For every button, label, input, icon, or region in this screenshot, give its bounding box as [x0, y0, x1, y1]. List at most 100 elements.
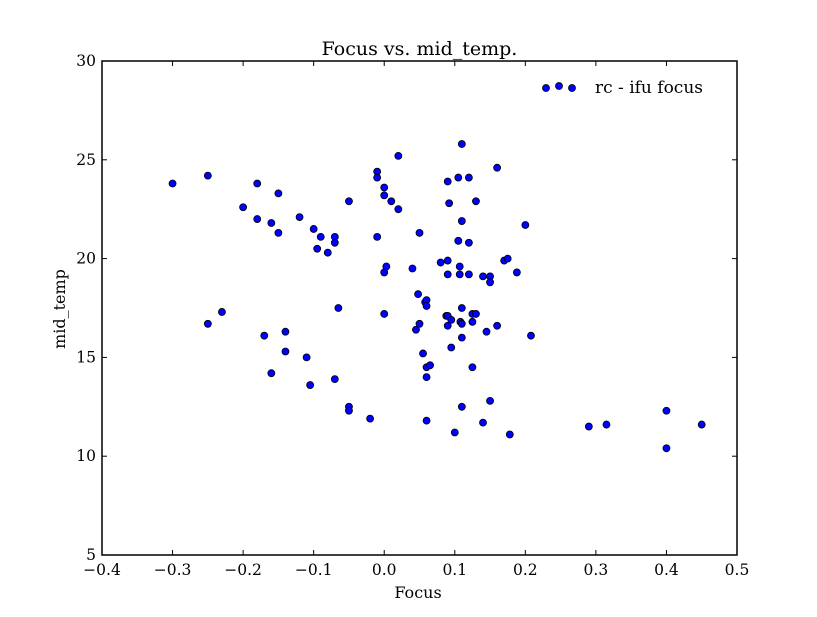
- x-tick-label: 0.2: [513, 561, 538, 579]
- legend-marker-2: [555, 82, 563, 90]
- data-point: [662, 444, 671, 453]
- data-point: [445, 199, 454, 208]
- data-point: [468, 363, 477, 372]
- data-point: [486, 396, 494, 405]
- data-point: [412, 325, 420, 334]
- x-tick-label: 0.0: [372, 561, 397, 579]
- data-point: [662, 406, 671, 415]
- x-tick-label: −0.1: [295, 561, 333, 579]
- data-point: [443, 270, 452, 279]
- x-tick-label: 0.5: [725, 561, 750, 579]
- data-point: [302, 353, 311, 362]
- data-point: [267, 219, 276, 227]
- data-point: [455, 262, 464, 271]
- data-point: [414, 290, 422, 299]
- data-point: [422, 373, 431, 382]
- legend-marker-3: [568, 84, 576, 92]
- data-point: [415, 229, 424, 237]
- data-point: [584, 422, 593, 431]
- data-point: [454, 236, 463, 245]
- x-tick-label: 0.1: [442, 561, 467, 579]
- x-tick-label: −0.4: [83, 561, 121, 579]
- data-point: [472, 310, 480, 318]
- data-point: [505, 430, 514, 439]
- data-point: [330, 238, 339, 247]
- data-point: [373, 173, 382, 182]
- data-point: [260, 331, 269, 340]
- data-point: [503, 254, 512, 263]
- data-point: [203, 171, 212, 180]
- data-point: [457, 217, 466, 225]
- data-point: [394, 205, 403, 214]
- data-point: [239, 203, 248, 212]
- data-point: [394, 151, 403, 160]
- data-point: [457, 319, 466, 328]
- data-point: [309, 225, 318, 233]
- data-point: [527, 331, 535, 340]
- y-tick-label: 10: [76, 447, 96, 465]
- data-points: [168, 140, 706, 453]
- data-point: [323, 248, 332, 257]
- data-point: [457, 140, 466, 148]
- data-point: [521, 221, 530, 229]
- data-point: [316, 232, 325, 241]
- data-point: [168, 179, 177, 188]
- legend-label: rc - ifu focus: [595, 78, 703, 98]
- data-point: [334, 304, 343, 312]
- y-tick-label: 25: [76, 151, 96, 169]
- data-point: [366, 414, 375, 423]
- data-point: [419, 349, 427, 358]
- data-point: [415, 319, 424, 328]
- y-tick-label: 20: [76, 250, 96, 268]
- data-point: [486, 278, 494, 287]
- data-point: [426, 361, 434, 370]
- data-point: [493, 163, 502, 172]
- y-tick-label: 15: [76, 348, 96, 366]
- x-tick-label: −0.2: [224, 561, 262, 579]
- data-point: [380, 183, 389, 192]
- data-point: [422, 416, 431, 425]
- y-tick-label: 30: [76, 52, 96, 70]
- data-point: [218, 308, 226, 316]
- data-point: [306, 381, 315, 389]
- data-point: [330, 375, 339, 384]
- data-point: [457, 333, 466, 342]
- x-tick-label: −0.3: [154, 561, 192, 579]
- data-point: [295, 213, 304, 222]
- data-point: [447, 315, 456, 324]
- data-point: [253, 215, 262, 223]
- data-point: [313, 244, 322, 253]
- data-point: [457, 304, 466, 312]
- data-point: [443, 256, 452, 265]
- data-point: [454, 173, 463, 182]
- data-point: [373, 232, 382, 241]
- data-point: [602, 420, 611, 429]
- data-point: [455, 270, 464, 279]
- data-point: [382, 262, 391, 271]
- data-point: [387, 197, 396, 206]
- data-point: [436, 258, 445, 267]
- y-axis-label: mid_temp: [50, 269, 69, 349]
- data-point: [479, 272, 487, 281]
- x-axis-label: Focus: [394, 583, 441, 602]
- data-point: [443, 321, 452, 330]
- x-tick-label: 0.4: [654, 561, 679, 579]
- data-point: [464, 238, 473, 247]
- data-point: [443, 177, 452, 186]
- data-point: [447, 343, 456, 352]
- data-point: [512, 268, 521, 277]
- data-point: [697, 420, 706, 429]
- data-point: [267, 369, 276, 378]
- chart-title: Focus vs. mid_temp.: [322, 38, 518, 60]
- data-point: [281, 327, 290, 336]
- data-point: [479, 418, 487, 427]
- data-point: [464, 270, 473, 279]
- y-axis-ticks: 5 10 15 20 25 30: [76, 52, 737, 564]
- data-point: [345, 197, 353, 206]
- data-point: [380, 310, 389, 318]
- data-point: [274, 229, 283, 237]
- data-point: [281, 347, 290, 356]
- data-point: [457, 402, 466, 411]
